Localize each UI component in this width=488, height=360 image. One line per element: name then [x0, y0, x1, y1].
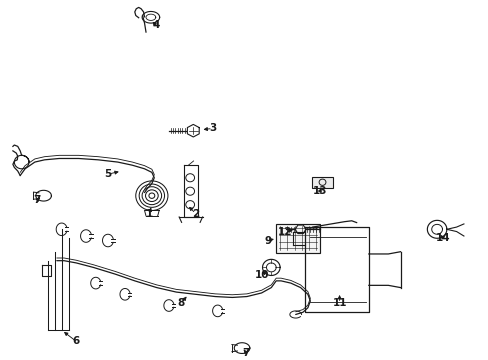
Text: 2: 2	[192, 208, 199, 219]
Text: 9: 9	[264, 235, 271, 246]
Text: 7: 7	[242, 348, 249, 357]
Text: 13: 13	[312, 186, 326, 196]
Bar	[276, 224, 320, 253]
Text: 3: 3	[209, 123, 216, 134]
Text: 7: 7	[34, 195, 41, 205]
Text: 11: 11	[332, 298, 346, 308]
Text: 1: 1	[145, 208, 153, 219]
Text: 4: 4	[152, 21, 159, 30]
Text: 14: 14	[435, 233, 450, 243]
Text: 6: 6	[73, 336, 80, 346]
Text: 10: 10	[254, 270, 269, 280]
Bar	[311, 177, 332, 188]
Text: 8: 8	[177, 298, 184, 308]
Text: 5: 5	[104, 169, 111, 179]
Text: 12: 12	[278, 226, 292, 237]
